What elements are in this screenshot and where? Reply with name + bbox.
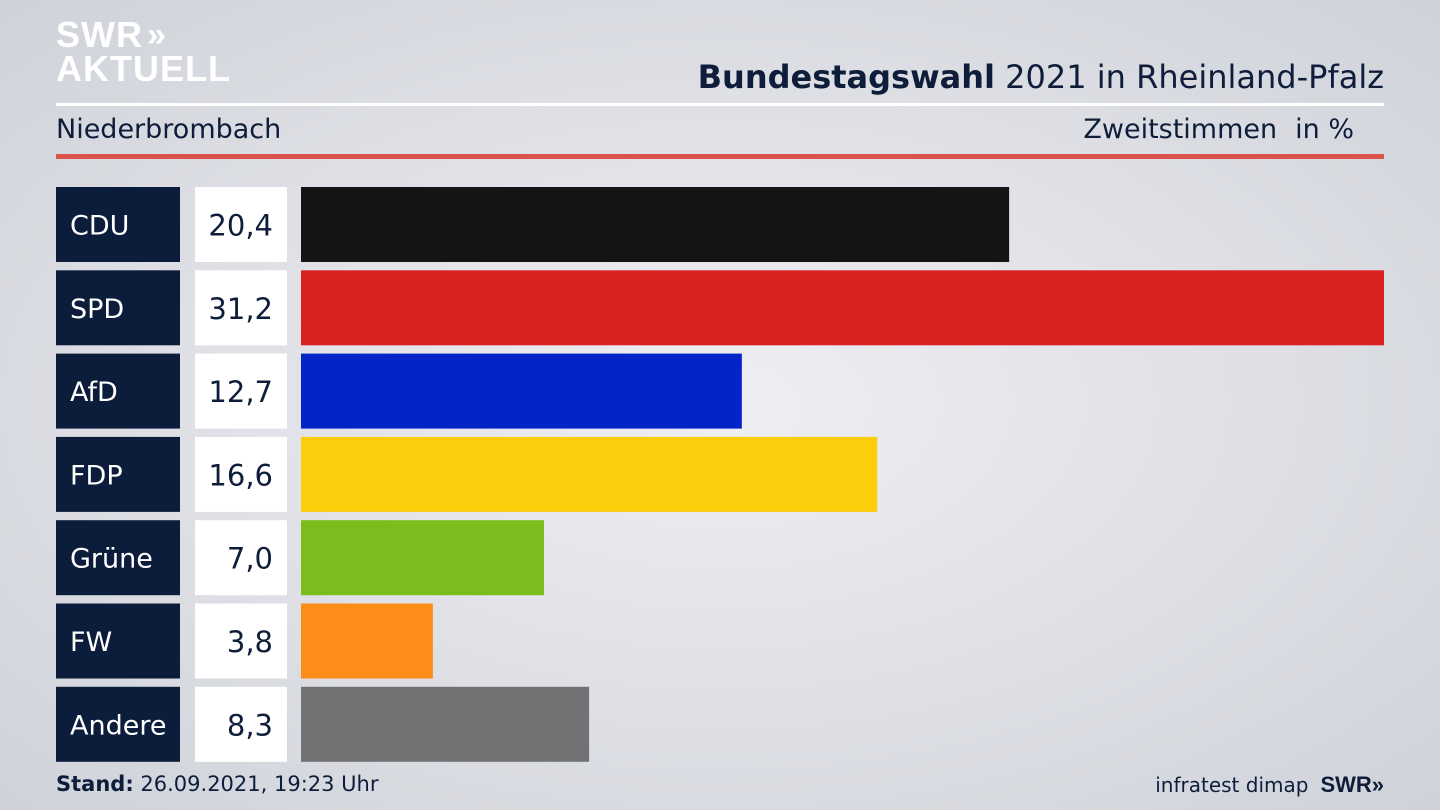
party-label-box-cdu xyxy=(56,187,180,262)
bar-andere xyxy=(301,686,590,762)
party-label-box-fw xyxy=(56,603,180,679)
bar-fdp xyxy=(301,436,878,512)
value-box-gr-ne xyxy=(195,520,287,596)
party-label-gr-ne: Grüne xyxy=(70,544,153,575)
party-label-andere: Andere xyxy=(70,710,166,741)
party-label-spd: SPD xyxy=(70,294,124,325)
party-label-box-fdp xyxy=(56,436,180,512)
value-label-spd: 31,2 xyxy=(208,292,273,326)
swr-brand-logo: SWR» xyxy=(1320,772,1384,797)
swr-aktuell-logo: SWR » AKTUELL xyxy=(56,14,231,89)
party-label-cdu: CDU xyxy=(70,211,129,242)
party-label-afd: AfD xyxy=(70,377,118,408)
value-label-cdu: 20,4 xyxy=(208,209,273,243)
party-label-box-gr-ne xyxy=(56,520,180,596)
value-box-fdp xyxy=(195,436,287,512)
value-label-fw: 3,8 xyxy=(227,625,273,659)
source-credit: infratest dimap SWR» xyxy=(1155,772,1384,798)
value-label-andere: 8,3 xyxy=(227,708,273,742)
value-box-spd xyxy=(195,270,287,346)
value-label-afd: 12,7 xyxy=(208,375,273,409)
stand-value: 26.09.2021, 19:23 Uhr xyxy=(133,772,379,796)
title-bold: Bundestagswahl xyxy=(697,58,995,96)
source-text: infratest dimap xyxy=(1155,773,1309,797)
bar-cdu xyxy=(301,187,1010,262)
party-label-box-andere xyxy=(56,686,180,762)
value-label-fdp: 16,6 xyxy=(208,458,273,492)
party-label-fdp: FDP xyxy=(70,460,123,491)
logo-swr-text: SWR xyxy=(56,14,143,55)
unit-text: in % xyxy=(1295,114,1354,145)
measure-text: Zweitstimmen xyxy=(1083,114,1278,145)
page-title: Bundestagswahl 2021 in Rheinland-Pfalz xyxy=(698,58,1384,96)
bar-fw xyxy=(301,603,433,679)
value-box-cdu xyxy=(195,187,287,262)
value-label-gr-ne: 7,0 xyxy=(227,542,273,576)
logo-aktuell-text: AKTUELL xyxy=(56,48,231,89)
bar-spd xyxy=(301,270,1384,346)
bar-gr-ne xyxy=(301,520,544,596)
value-box-fw xyxy=(195,603,287,679)
value-box-afd xyxy=(195,353,287,429)
timestamp: Stand: 26.09.2021, 19:23 Uhr xyxy=(56,772,379,796)
region-name: Niederbrombach xyxy=(56,114,282,145)
bar-afd xyxy=(301,353,742,429)
title-rest: 2021 in Rheinland-Pfalz xyxy=(995,58,1384,96)
party-label-fw: FW xyxy=(70,627,112,658)
accent-divider xyxy=(56,154,1384,159)
party-label-box-spd xyxy=(56,270,180,346)
stand-label: Stand: xyxy=(56,772,134,796)
value-box-andere xyxy=(195,686,287,762)
header-divider xyxy=(56,103,1384,106)
party-label-box-afd xyxy=(56,353,180,429)
measure-label: Zweitstimmen in % xyxy=(1083,114,1354,145)
